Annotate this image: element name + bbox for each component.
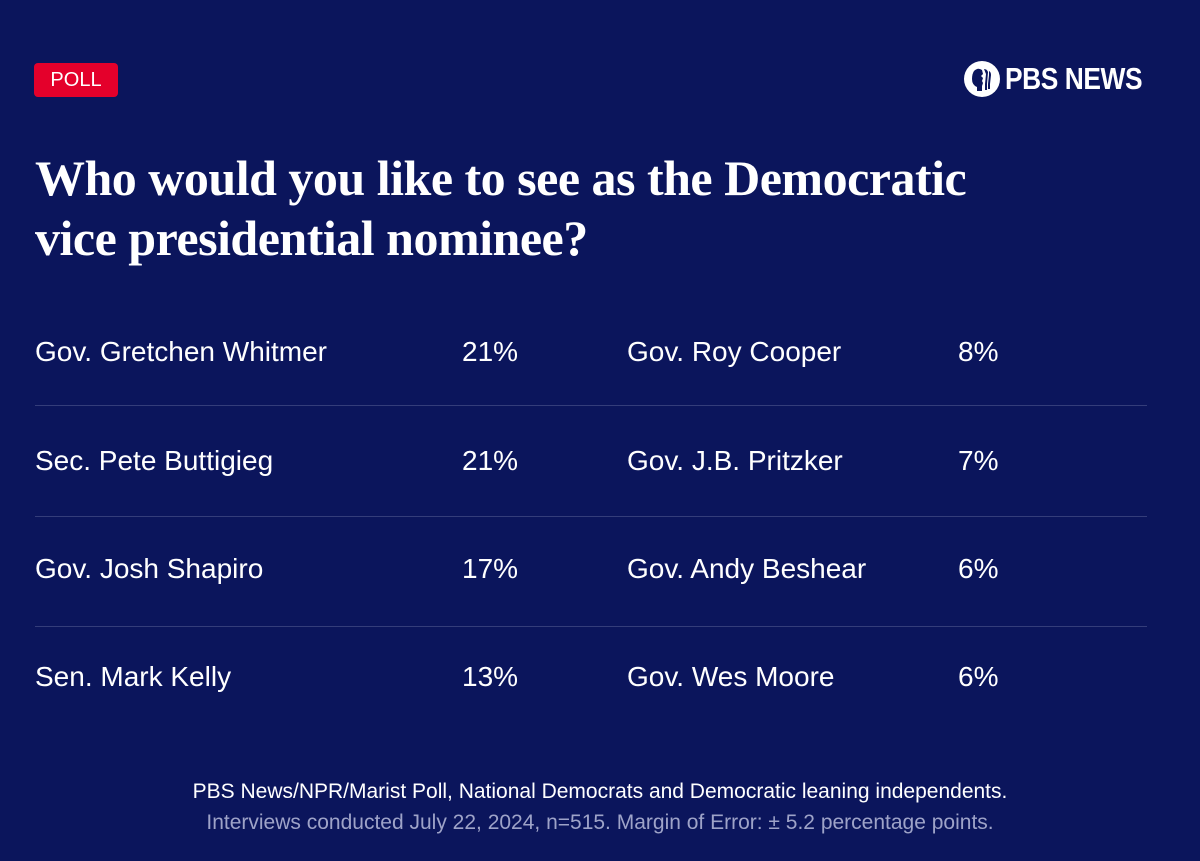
candidate-name: Gov. J.B. Pritzker <box>627 445 843 476</box>
candidate-name: Gov. Wes Moore <box>627 661 835 692</box>
row-divider <box>35 516 1147 517</box>
pbs-head-icon <box>964 61 1000 97</box>
candidate-percent: 7% <box>958 445 999 476</box>
candidate-name: Sec. Pete Buttigieg <box>35 445 274 476</box>
candidate-percent: 6% <box>958 553 999 584</box>
row-divider <box>35 405 1147 406</box>
page-title: Who would you like to see as the Democra… <box>35 148 1135 268</box>
candidate-name: Sen. Mark Kelly <box>35 661 232 692</box>
table-row: Sec. Pete Buttigieg 21% Gov. J.B. Pritzker… <box>35 441 1147 550</box>
row-divider <box>35 626 1147 627</box>
brand-text: PBS NEWS <box>1005 61 1143 96</box>
poll-badge: POLL <box>34 63 118 97</box>
title-line: vice presidential nominee? <box>35 210 588 266</box>
candidate-percent: 13% <box>462 661 519 692</box>
candidate-percent: 8% <box>958 336 999 367</box>
candidate-name: Gov. Roy Cooper <box>627 336 842 367</box>
table-row: Gov. Gretchen Whitmer 21% Gov. Roy Cooper 8… <box>35 332 1147 441</box>
table-row: Sen. Mark Kelly 13% Gov. Wes Moore 6% <box>35 657 1147 766</box>
table-row: Gov. Josh Shapiro 17% Gov. Andy Beshear 6% <box>35 549 1147 658</box>
candidate-name: Gov. Gretchen Whitmer <box>35 336 328 367</box>
candidate-percent: 21% <box>462 336 519 367</box>
methodology-note: Interviews conducted July 22, 2024, n=51… <box>206 811 994 834</box>
source-note: PBS News/NPR/Marist Poll, National Democ… <box>192 780 1008 803</box>
candidate-percent: 17% <box>462 553 519 584</box>
pbs-news-logo: PBS NEWS <box>963 59 1166 99</box>
title-line: Who would you like to see as the Democra… <box>35 150 967 206</box>
candidate-name: Gov. Josh Shapiro <box>35 553 264 584</box>
candidate-percent: 6% <box>958 661 999 692</box>
candidate-name: Gov. Andy Beshear <box>627 553 867 584</box>
candidate-percent: 21% <box>462 445 519 476</box>
